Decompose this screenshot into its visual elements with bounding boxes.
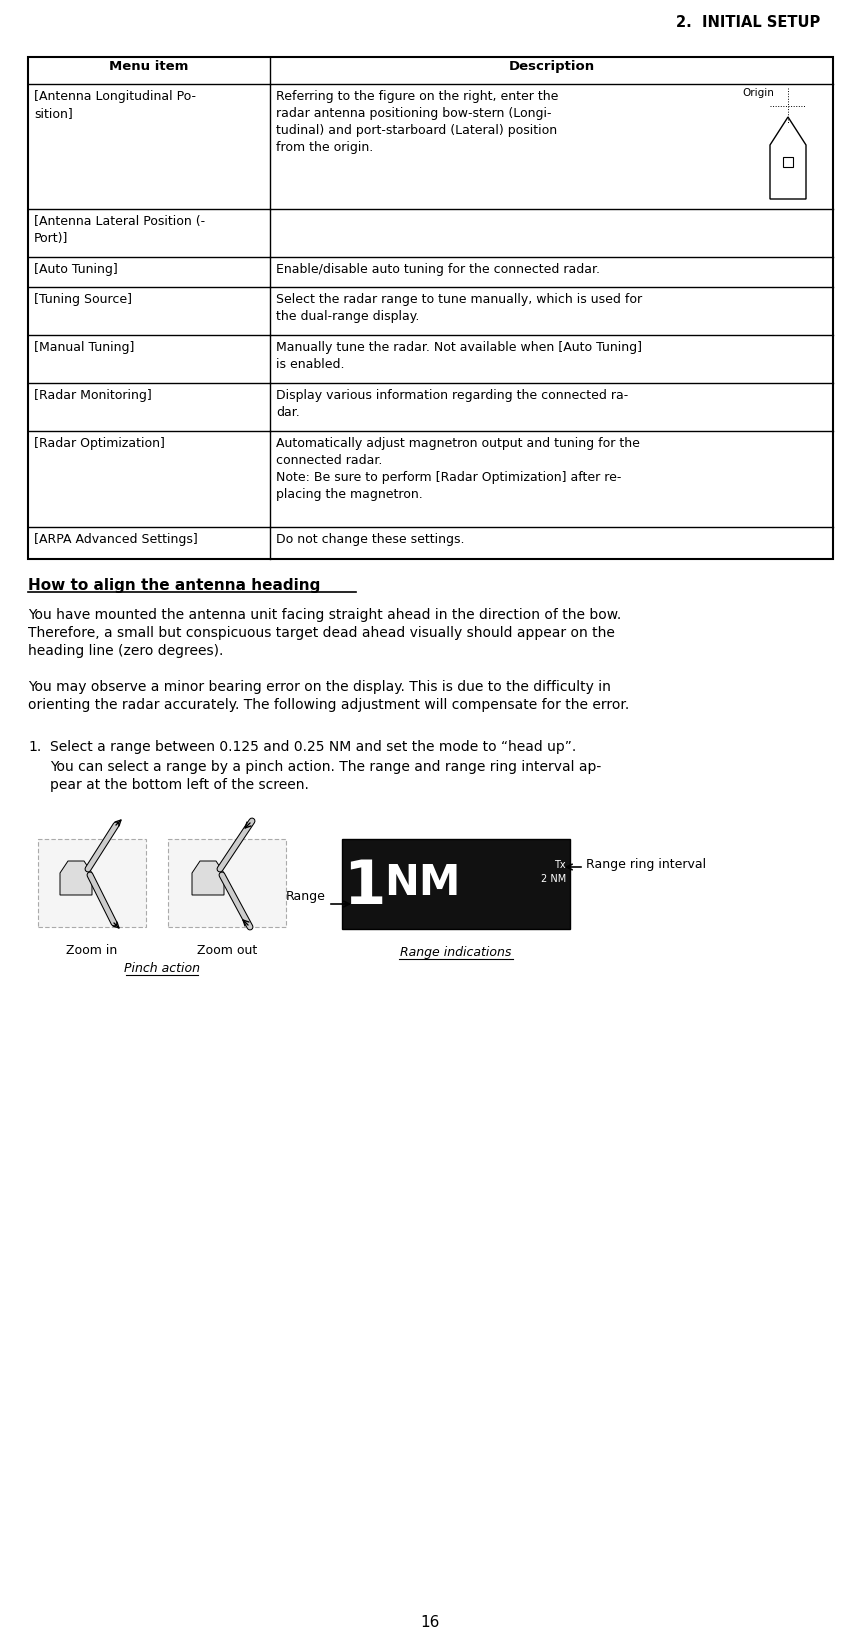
Text: Description: Description — [509, 61, 595, 74]
Text: [Radar Optimization]: [Radar Optimization] — [34, 436, 164, 449]
Text: Origin: Origin — [742, 89, 774, 98]
Text: Range indications: Range indications — [400, 946, 511, 959]
Text: Select a range between 0.125 and 0.25 NM and set the mode to “head up”.: Select a range between 0.125 and 0.25 NM… — [50, 739, 576, 754]
Text: [Radar Monitoring]: [Radar Monitoring] — [34, 388, 152, 402]
Text: Menu item: Menu item — [109, 61, 189, 74]
Text: Pinch action: Pinch action — [124, 962, 200, 975]
Text: [Antenna Longitudinal Po-
sition]: [Antenna Longitudinal Po- sition] — [34, 90, 196, 120]
Text: [Tuning Source]: [Tuning Source] — [34, 293, 132, 306]
Text: Range: Range — [286, 890, 326, 903]
Text: [Manual Tuning]: [Manual Tuning] — [34, 341, 134, 354]
Text: NM: NM — [384, 862, 461, 903]
Text: heading line (zero degrees).: heading line (zero degrees). — [28, 644, 223, 657]
Text: Therefore, a small but conspicuous target dead ahead visually should appear on t: Therefore, a small but conspicuous targe… — [28, 626, 615, 639]
Text: Do not change these settings.: Do not change these settings. — [276, 533, 464, 546]
Text: You can select a range by a pinch action. The range and range ring interval ap-: You can select a range by a pinch action… — [50, 759, 601, 774]
Text: Zoom out: Zoom out — [197, 944, 257, 957]
Bar — [38, 839, 146, 928]
Polygon shape — [60, 862, 92, 895]
Polygon shape — [192, 862, 224, 895]
Text: Zoom in: Zoom in — [66, 944, 118, 957]
Text: pear at the bottom left of the screen.: pear at the bottom left of the screen. — [50, 777, 309, 792]
Text: 2 NM: 2 NM — [541, 874, 566, 883]
Bar — [783, 157, 793, 167]
Text: 1: 1 — [343, 857, 385, 916]
Bar — [342, 839, 570, 929]
Text: You may observe a minor bearing error on the display. This is due to the difficu: You may observe a minor bearing error on… — [28, 680, 610, 693]
Bar — [168, 839, 286, 928]
Text: [Antenna Lateral Position (-
Port)]: [Antenna Lateral Position (- Port)] — [34, 215, 205, 244]
Text: Tx: Tx — [554, 859, 566, 869]
Text: You have mounted the antenna unit facing straight ahead in the direction of the : You have mounted the antenna unit facing… — [28, 608, 622, 621]
Text: Enable/disable auto tuning for the connected radar.: Enable/disable auto tuning for the conne… — [276, 262, 600, 275]
Text: Display various information regarding the connected ra-
dar.: Display various information regarding th… — [276, 388, 629, 418]
Bar — [28, 57, 833, 559]
Text: orienting the radar accurately. The following adjustment will compensate for the: orienting the radar accurately. The foll… — [28, 698, 629, 711]
Text: Range ring interval: Range ring interval — [586, 857, 706, 870]
Polygon shape — [770, 118, 806, 200]
Text: [ARPA Advanced Settings]: [ARPA Advanced Settings] — [34, 533, 198, 546]
Text: 2.  INITIAL SETUP: 2. INITIAL SETUP — [676, 15, 820, 30]
Text: Automatically adjust magnetron output and tuning for the
connected radar.
Note: : Automatically adjust magnetron output an… — [276, 436, 640, 500]
Text: [Auto Tuning]: [Auto Tuning] — [34, 262, 118, 275]
Text: Select the radar range to tune manually, which is used for
the dual-range displa: Select the radar range to tune manually,… — [276, 293, 642, 323]
Text: 16: 16 — [420, 1614, 440, 1629]
Text: How to align the antenna heading: How to align the antenna heading — [28, 577, 320, 593]
Text: 1.: 1. — [28, 739, 41, 754]
Text: Referring to the figure on the right, enter the
radar antenna positioning bow-st: Referring to the figure on the right, en… — [276, 90, 559, 154]
Text: Manually tune the radar. Not available when [Auto Tuning]
is enabled.: Manually tune the radar. Not available w… — [276, 341, 642, 370]
